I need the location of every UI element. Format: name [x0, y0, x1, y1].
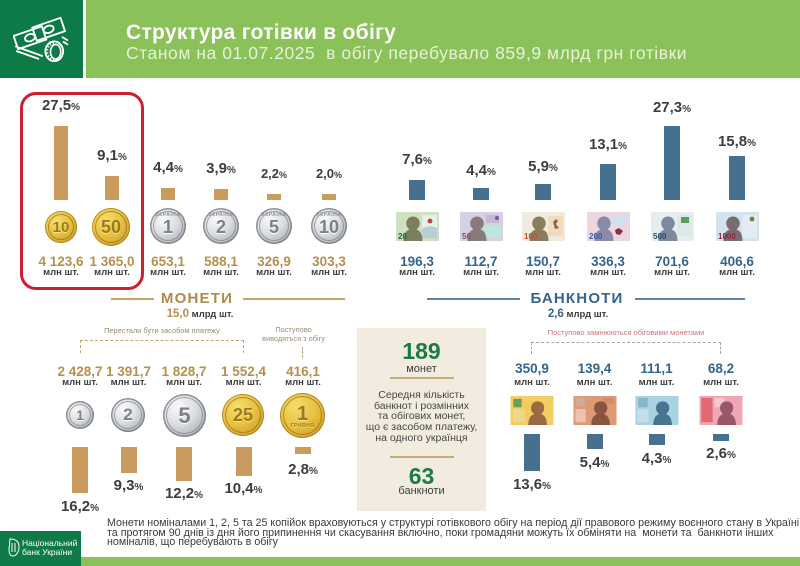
svg-text:20: 20	[398, 232, 407, 241]
svg-text:500: 500	[653, 232, 667, 241]
svg-text:200: 200	[589, 232, 603, 241]
svg-text:50: 50	[462, 232, 471, 241]
svg-text:1000: 1000	[718, 232, 736, 241]
svg-text:100: 100	[524, 232, 538, 241]
